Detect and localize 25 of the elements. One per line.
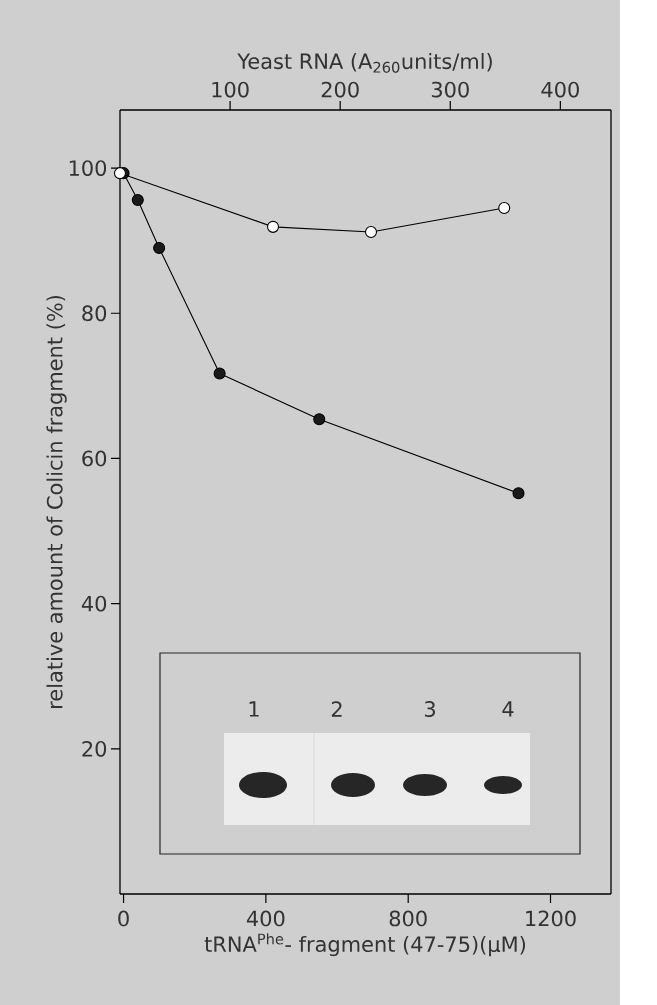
annotation: 4 <box>502 701 514 717</box>
y-tick-label: 40 <box>81 595 107 612</box>
point <box>131 193 144 207</box>
point <box>153 241 166 254</box>
x2-tick-label: 100 <box>212 81 249 98</box>
y-axis-title: relative amount of Colicin fragment (%) <box>46 295 67 708</box>
x2-tick-label: 400 <box>541 81 579 98</box>
x-tick-label: 800 <box>389 910 427 927</box>
point <box>213 367 226 380</box>
x-axis-title: tRNA$^{Phe}$- fragment (47-75)(µM) <box>204 933 526 957</box>
point <box>313 413 326 426</box>
x-tick-label: 1200 <box>526 910 576 927</box>
x2-tick-label: 300 <box>431 81 469 98</box>
x-tick-label: 0 <box>118 910 129 927</box>
annotation: 2 <box>331 701 342 717</box>
x2-axis-title: Yeast RNA (A$_{260}$units/ml) <box>237 52 492 73</box>
y-tick-label: 80 <box>82 305 107 322</box>
annotation: 1 <box>249 701 259 717</box>
x2-tick-label: 200 <box>321 81 359 98</box>
y-tick-label: 20 <box>82 740 107 757</box>
y-tick-label: 60 <box>82 450 107 467</box>
annotation: 3 <box>424 701 435 717</box>
x-tick-label: 400 <box>246 910 285 927</box>
y-tick-label: 100 <box>69 160 107 176</box>
point <box>512 487 525 500</box>
